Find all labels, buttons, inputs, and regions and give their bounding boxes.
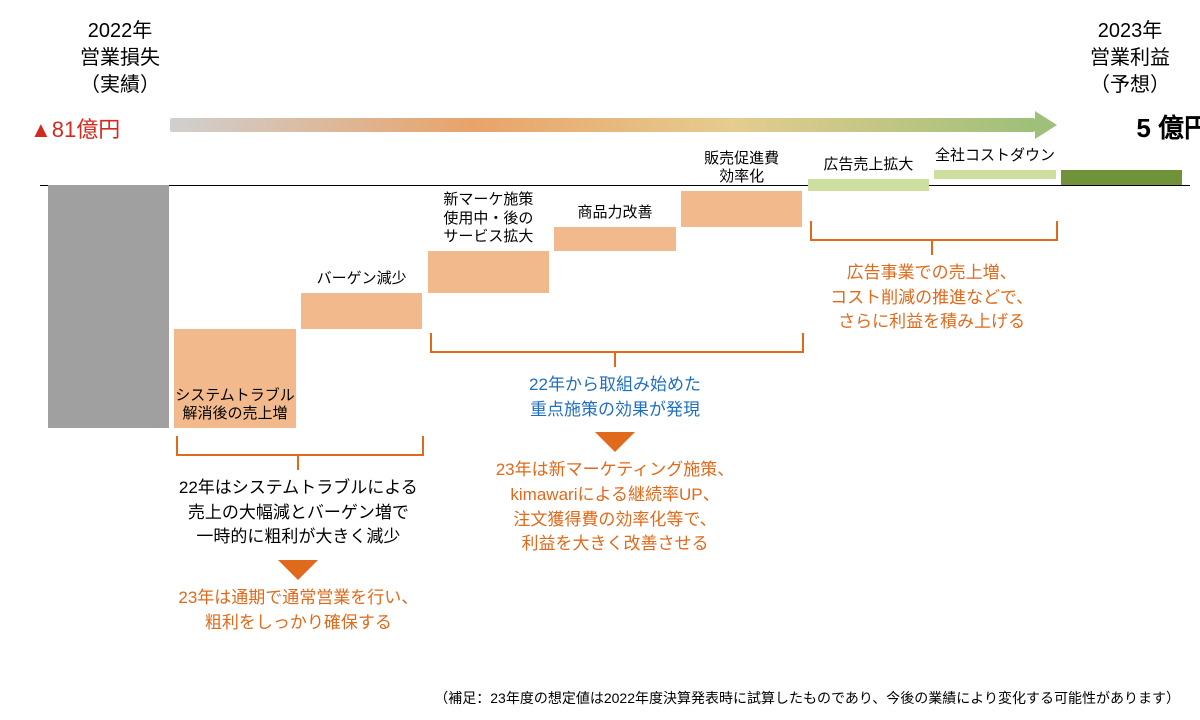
waterfall-bar-end (1061, 170, 1183, 185)
gradient-arrow-head (1035, 111, 1057, 139)
waterfall-bar-b3 (428, 251, 550, 293)
bracket-g3 (810, 221, 1058, 241)
bar-label-b7: 全社コストダウン (928, 147, 1062, 166)
bar-label-b1: システムトラブル解消後の売上増 (168, 387, 302, 425)
anno-arrow-g1 (278, 560, 318, 580)
waterfall-bar-b7 (934, 170, 1056, 179)
waterfall-bar-b2 (301, 293, 423, 329)
bracket-stem-g3 (931, 239, 933, 255)
waterfall-bar-b4 (554, 227, 676, 251)
waterfall-bar-b6 (808, 179, 930, 191)
anno-blue-g2: 22年から取組み始めた重点施策の効果が発現 (465, 373, 765, 422)
bar-label-b5: 販売促進費効率化 (675, 150, 809, 188)
bracket-stem-g2 (614, 351, 616, 367)
waterfall-bar-b5 (681, 191, 803, 227)
bracket-g2 (430, 333, 805, 353)
bar-label-b2: バーゲン減少 (295, 270, 429, 289)
anno-orange-g3: 広告事業での売上増、コスト削減の推進などで、さらに利益を積み上げる (782, 261, 1082, 335)
value-start: ▲81億円 (30, 112, 190, 144)
bar-label-b3: 新マーケ施策使用中・後のサービス拡大 (422, 191, 556, 247)
anno-arrow-g2 (595, 432, 635, 452)
waterfall-bar-start (48, 185, 170, 428)
bracket-stem-g1 (297, 454, 299, 470)
header-right: 2023年営業利益（予想） (1060, 18, 1200, 99)
bar-label-b4: 商品力改善 (548, 204, 682, 223)
anno-orange-g1: 23年は通期で通常営業を行い、粗利をしっかり確保する (148, 586, 448, 635)
footnote: （補足：23年度の想定値は2022年度決算発表時に試算したものであり、今後の業績… (434, 688, 1180, 708)
value-end: 5 億円 (1050, 108, 1200, 145)
bracket-g1 (176, 436, 424, 456)
anno-orange-g2: 23年は新マーケティング施策、kimawariによる継続率UP、注文獲得費の効率… (465, 458, 765, 557)
baseline (40, 185, 1190, 186)
header-left: 2022年営業損失（実績） (50, 18, 190, 99)
bar-label-b6: 広告売上拡大 (802, 156, 936, 175)
anno-black-g1: 22年はシステムトラブルによる売上の大幅減とバーゲン増で一時的に粗利が大きく減少 (148, 476, 448, 550)
gradient-arrow-bar (170, 118, 1035, 132)
